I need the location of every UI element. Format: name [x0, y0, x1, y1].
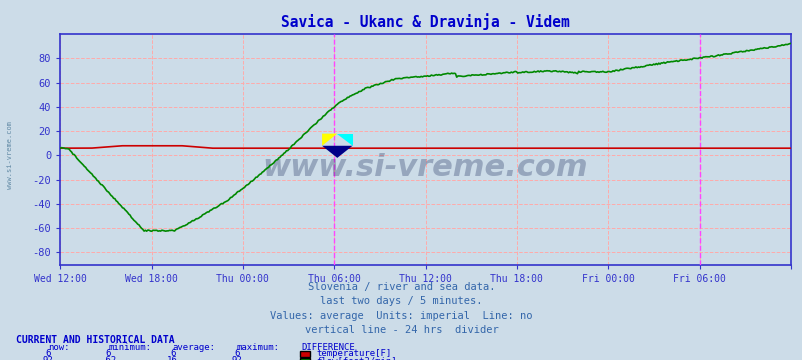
Polygon shape — [337, 134, 352, 146]
Text: temperature[F]: temperature[F] — [316, 350, 391, 359]
Text: 6: 6 — [234, 350, 239, 359]
Text: flow[foot3/min]: flow[foot3/min] — [316, 356, 396, 360]
Text: www.si-vreme.com: www.si-vreme.com — [7, 121, 14, 189]
Text: last two days / 5 minutes.: last two days / 5 minutes. — [320, 296, 482, 306]
Text: maximum:: maximum: — [237, 343, 280, 352]
Text: now:: now: — [48, 343, 70, 352]
Text: average:: average: — [172, 343, 216, 352]
Text: 6: 6 — [46, 350, 51, 359]
Bar — [322, 134, 352, 158]
Polygon shape — [322, 134, 337, 146]
Text: vertical line - 24 hrs  divider: vertical line - 24 hrs divider — [304, 325, 498, 335]
Text: 6: 6 — [106, 350, 111, 359]
Text: 92: 92 — [43, 356, 54, 360]
Text: 16: 16 — [167, 356, 178, 360]
Text: 92: 92 — [231, 356, 242, 360]
Text: CURRENT AND HISTORICAL DATA: CURRENT AND HISTORICAL DATA — [16, 335, 175, 345]
Text: DIFFERENCE: DIFFERENCE — [301, 343, 354, 352]
Text: www.si-vreme.com: www.si-vreme.com — [262, 153, 588, 182]
Title: Savica - Ukanc & Dravinja - Videm: Savica - Ukanc & Dravinja - Videm — [281, 13, 569, 30]
Text: Slovenia / river and sea data.: Slovenia / river and sea data. — [307, 282, 495, 292]
Text: -62: -62 — [100, 356, 116, 360]
Text: Values: average  Units: imperial  Line: no: Values: average Units: imperial Line: no — [270, 311, 532, 321]
Text: 6: 6 — [170, 350, 175, 359]
Text: minimum:: minimum: — [108, 343, 152, 352]
Polygon shape — [322, 146, 352, 158]
